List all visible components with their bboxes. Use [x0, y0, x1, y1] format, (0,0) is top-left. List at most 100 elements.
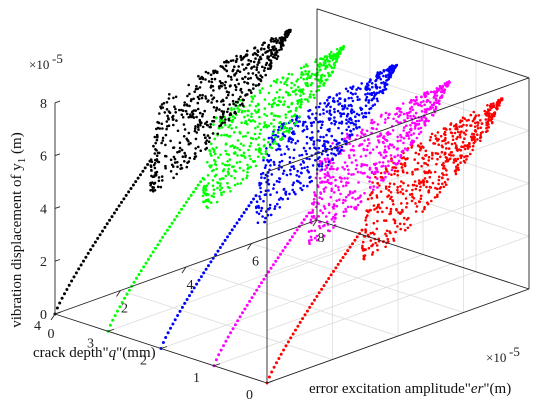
- ramp-point: [183, 301, 187, 305]
- cloud-point: [257, 143, 260, 147]
- x-multiplier-base: ×10: [486, 350, 506, 365]
- cloud-point: [311, 216, 315, 219]
- cloud-point: [297, 175, 301, 178]
- cloud-point: [250, 95, 253, 98]
- cloud-point: [393, 172, 396, 176]
- cloud-point: [296, 100, 300, 104]
- cloud-point: [272, 187, 275, 190]
- q-tick-label: 4: [34, 319, 41, 334]
- cloud-point: [408, 107, 412, 110]
- cloud-point: [417, 152, 421, 156]
- cloud-point: [344, 199, 347, 202]
- cloud-point: [322, 61, 326, 64]
- cloud-point: [224, 149, 227, 153]
- ramp-point: [267, 270, 271, 274]
- cloud-point: [204, 141, 207, 144]
- cloud-point: [270, 105, 274, 109]
- cloud-point: [363, 163, 367, 167]
- cloud-point: [372, 91, 376, 94]
- ramp-point: [58, 301, 62, 305]
- cloud-point: [351, 191, 355, 194]
- side-bottom-edge: [316, 219, 530, 290]
- cloud-point: [320, 162, 324, 165]
- cloud-point: [160, 103, 164, 106]
- cloud-point: [441, 182, 444, 186]
- cloud-point: [311, 72, 314, 76]
- cloud-point: [273, 39, 277, 43]
- cloud-point: [269, 158, 273, 162]
- cloud-point: [212, 123, 215, 126]
- cloud-point: [239, 95, 242, 99]
- cloud-point: [155, 154, 159, 157]
- cloud-point: [256, 54, 259, 57]
- cloud-point: [370, 131, 373, 135]
- cloud-point: [372, 162, 376, 166]
- cloud-point: [384, 74, 388, 77]
- cloud-point: [252, 87, 255, 90]
- q-tick-label: 2: [140, 354, 147, 369]
- cloud-point: [474, 121, 477, 125]
- cloud-point: [246, 170, 249, 174]
- cloud-point: [234, 112, 237, 115]
- ramp-point: [175, 214, 179, 218]
- ramp-point: [282, 348, 286, 352]
- cloud-point: [201, 125, 205, 129]
- cloud-point: [263, 166, 267, 169]
- cloud-point: [437, 175, 441, 179]
- ramp-point: [272, 365, 276, 369]
- cloud-point: [292, 190, 296, 194]
- cloud-point: [357, 86, 360, 90]
- cloud-point: [318, 196, 322, 199]
- cloud-point: [329, 145, 332, 148]
- cloud-point: [224, 143, 228, 146]
- cloud-point: [287, 147, 290, 151]
- cloud-point: [238, 148, 242, 152]
- cloud-point: [244, 66, 248, 70]
- cloud-point: [269, 67, 272, 70]
- cloud-point: [238, 130, 241, 134]
- cloud-point: [228, 135, 232, 138]
- cloud-point: [322, 112, 325, 115]
- cloud-point: [221, 112, 225, 116]
- ramp-point: [192, 286, 196, 290]
- cloud-point: [241, 177, 245, 181]
- cloud-point: [364, 216, 368, 219]
- cloud-point: [279, 148, 282, 151]
- cloud-point: [327, 229, 330, 232]
- cloud-point: [220, 193, 223, 197]
- cloud-point: [258, 132, 262, 135]
- cloud-point: [230, 78, 233, 81]
- cloud-point: [309, 211, 313, 214]
- cloud-point: [312, 143, 315, 146]
- cloud-point: [343, 99, 347, 103]
- cloud-point: [401, 192, 405, 195]
- cloud-point: [294, 192, 297, 196]
- cloud-point: [414, 210, 418, 213]
- cloud-point: [323, 81, 326, 85]
- cloud-point: [388, 182, 392, 185]
- cloud-point: [260, 75, 264, 79]
- q-tick-label: 0: [246, 388, 253, 403]
- ramp-point: [293, 231, 297, 235]
- ramp-point: [286, 340, 290, 344]
- cloud-point: [366, 214, 369, 217]
- cloud-point: [314, 77, 317, 81]
- cloud-point: [186, 94, 189, 98]
- ramp-point: [63, 292, 66, 296]
- cloud-point: [263, 124, 267, 127]
- x-tick-mark: [247, 243, 252, 250]
- ramp-point: [284, 344, 288, 348]
- cloud-point: [378, 86, 382, 89]
- cloud-point: [251, 119, 255, 122]
- cloud-point: [290, 101, 294, 105]
- cloud-point: [388, 132, 392, 136]
- cloud-point: [169, 170, 173, 173]
- cloud-point: [154, 141, 157, 145]
- ramp-point: [108, 218, 112, 222]
- cloud-point: [166, 125, 169, 128]
- cloud-point: [462, 131, 466, 134]
- ramp-point: [136, 176, 140, 180]
- ramp-point: [180, 305, 184, 309]
- cloud-point: [249, 59, 253, 63]
- cloud-point: [258, 195, 261, 198]
